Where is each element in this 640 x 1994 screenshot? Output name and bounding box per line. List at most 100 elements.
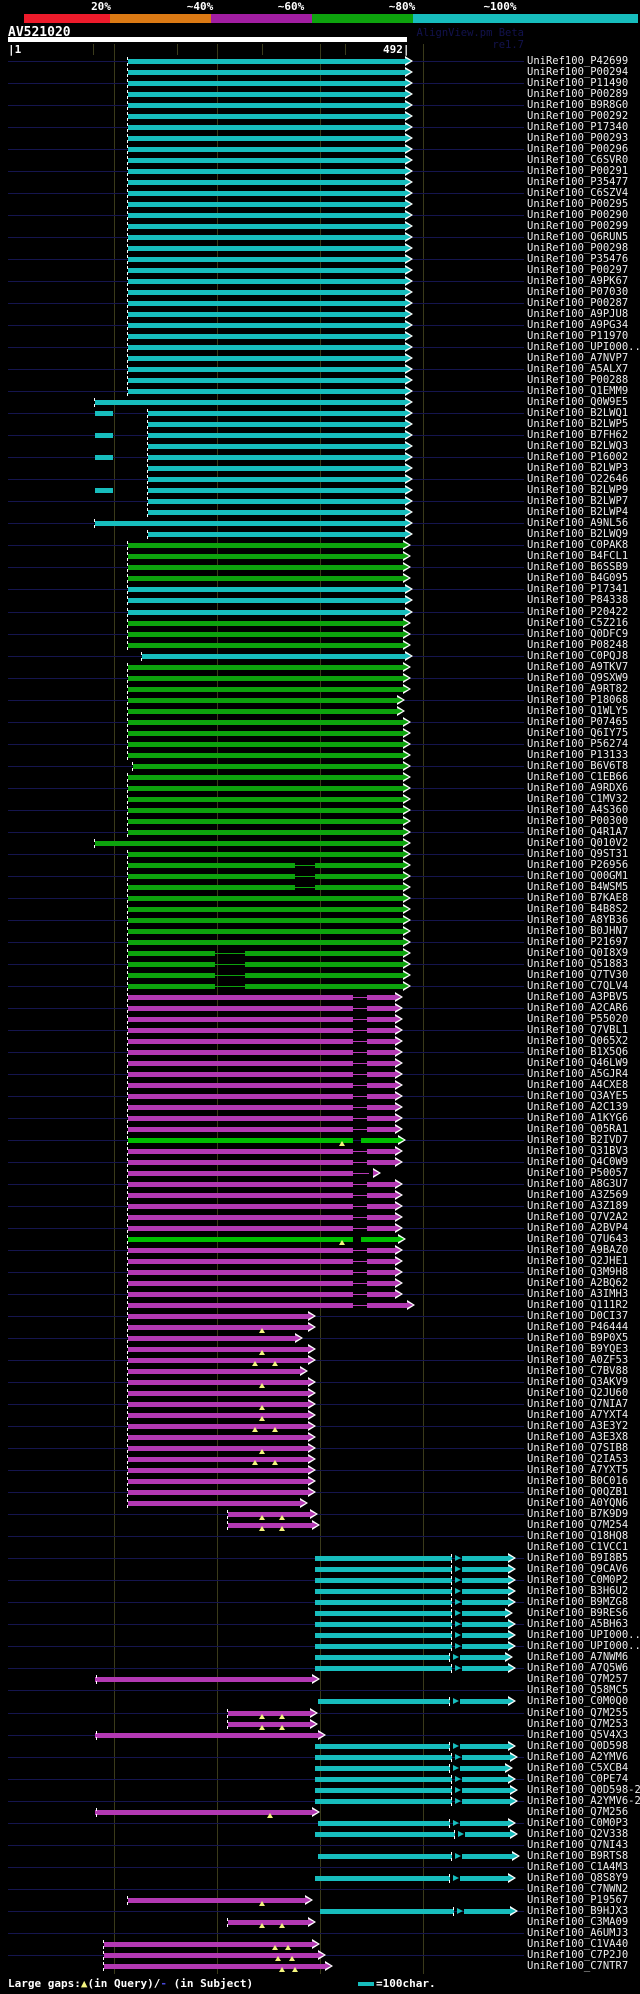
hit-row[interactable]: UniRef100_P00296 (0, 144, 640, 155)
hit-row[interactable]: UniRef100_P18068 (0, 695, 640, 706)
hit-label[interactable]: UniRef100_Q9CAV6 (527, 1563, 629, 1575)
hit-row[interactable]: UniRef100_A9PK67 (0, 276, 640, 287)
hit-label[interactable]: UniRef100_A4S360 (527, 804, 629, 816)
hit-label[interactable]: UniRef100_B6V6T8 (527, 760, 629, 772)
hit-label[interactable]: UniRef100_P17340 (527, 121, 629, 133)
hit-label[interactable]: UniRef100_Q7M253 (527, 1718, 629, 1730)
hit-label[interactable]: UniRef100_P11490 (527, 77, 629, 89)
hit-label[interactable]: UniRef100_Q7M255 (527, 1707, 629, 1719)
hit-label[interactable]: UniRef100_P56274 (527, 738, 629, 750)
hit-label[interactable]: UniRef100_B2LWP9 (527, 484, 629, 496)
hit-label[interactable]: UniRef100_D0CI37 (527, 1310, 629, 1322)
hit-row[interactable]: UniRef100_Q1EMM9 (0, 386, 640, 397)
hit-row[interactable]: UniRef100_P00294 (0, 67, 640, 78)
hit-label[interactable]: UniRef100_Q0W9E5 (527, 396, 629, 408)
hit-label[interactable]: UniRef100_B4B8S2 (527, 903, 629, 915)
hit-row[interactable]: UniRef100_P42699 (0, 56, 640, 67)
hit-row[interactable]: UniRef100_UPI000.. (0, 1641, 640, 1652)
hit-row[interactable]: UniRef100_A2BQ62 (0, 1278, 640, 1289)
hit-row[interactable]: UniRef100_Q0I8X9 (0, 948, 640, 959)
hit-label[interactable]: UniRef100_Q0D598 (527, 1740, 629, 1752)
hit-row[interactable]: UniRef100_P11970 (0, 331, 640, 342)
hit-row[interactable]: UniRef100_P00293 (0, 133, 640, 144)
hit-label[interactable]: UniRef100_B0C016 (527, 1475, 629, 1487)
hit-row[interactable]: UniRef100_Q7NIA7 (0, 1399, 640, 1410)
hit-row[interactable]: UniRef100_B9YQE3 (0, 1344, 640, 1355)
hit-label[interactable]: UniRef100_C7P2J0 (527, 1949, 629, 1961)
hit-label[interactable]: UniRef100_B2LWQ3 (527, 440, 629, 452)
hit-row[interactable]: UniRef100_P00290 (0, 210, 640, 221)
hit-label[interactable]: UniRef100_A9PG34 (527, 319, 629, 331)
hit-row[interactable]: UniRef100_A7YXT5 (0, 1465, 640, 1476)
hit-label[interactable]: UniRef100_Q010V2 (527, 837, 629, 849)
hit-label[interactable]: UniRef100_Q1WLY5 (527, 705, 629, 717)
hit-label[interactable]: UniRef100_B2LWP5 (527, 418, 629, 430)
hit-row[interactable]: UniRef100_A7YXT4 (0, 1410, 640, 1421)
hit-label[interactable]: UniRef100_P35476 (527, 253, 629, 265)
hit-row[interactable]: UniRef100_Q2V338 (0, 1829, 640, 1840)
hit-label[interactable]: UniRef100_B7K9D9 (527, 1508, 629, 1520)
hit-row[interactable]: UniRef100_B2LWP9 (0, 485, 640, 496)
hit-label[interactable]: UniRef100_C0PQJ8 (527, 650, 629, 662)
hit-label[interactable]: UniRef100_A3E3Y2 (527, 1420, 629, 1432)
hit-row[interactable]: UniRef100_Q7M254 (0, 1520, 640, 1531)
hit-row[interactable]: UniRef100_P35476 (0, 254, 640, 265)
hit-row[interactable]: UniRef100_B9MZG8 (0, 1597, 640, 1608)
hit-row[interactable]: UniRef100_A0ZF53 (0, 1355, 640, 1366)
hit-label[interactable]: UniRef100_A7YXT4 (527, 1409, 629, 1421)
hit-label[interactable]: UniRef100_P00300 (527, 815, 629, 827)
hit-label[interactable]: UniRef100_P17341 (527, 583, 629, 595)
hit-label[interactable]: UniRef100_A2C139 (527, 1101, 629, 1113)
hit-label[interactable]: UniRef100_Q9SXW9 (527, 672, 629, 684)
hit-label[interactable]: UniRef100_Q05RA1 (527, 1123, 629, 1135)
hit-row[interactable]: UniRef100_P50057 (0, 1168, 640, 1179)
hit-row[interactable]: UniRef100_B7K9D9 (0, 1509, 640, 1520)
hit-row[interactable]: UniRef100_A9BAZ0 (0, 1245, 640, 1256)
hit-label[interactable]: UniRef100_A7YXT5 (527, 1464, 629, 1476)
hit-row[interactable]: UniRef100_A3Z189 (0, 1201, 640, 1212)
hit-row[interactable]: UniRef100_A7NWM6 (0, 1652, 640, 1663)
hit-label[interactable]: UniRef100_C0PAK8 (527, 539, 629, 551)
hit-row[interactable]: UniRef100_C0M0P2 (0, 1575, 640, 1586)
hit-label[interactable]: UniRef100_Q111R2 (527, 1299, 629, 1311)
hit-label[interactable]: UniRef100_P07465 (527, 716, 629, 728)
hit-row[interactable]: UniRef100_P00288 (0, 375, 640, 386)
hit-label[interactable]: UniRef100_A9TKV7 (527, 661, 629, 673)
hit-label[interactable]: UniRef100_B2LWP3 (527, 462, 629, 474)
hit-row[interactable]: UniRef100_C0M0Q0 (0, 1696, 640, 1707)
hit-label[interactable]: UniRef100_B9MZG8 (527, 1596, 629, 1608)
hit-label[interactable]: UniRef100_A8G3U7 (527, 1178, 629, 1190)
hit-label[interactable]: UniRef100_UPI000.. (527, 1640, 640, 1652)
hit-row[interactable]: UniRef100_C0PQJ8 (0, 651, 640, 662)
hit-row[interactable]: UniRef100_A3E3Y2 (0, 1421, 640, 1432)
hit-label[interactable]: UniRef100_A2BQ62 (527, 1277, 629, 1289)
hit-row[interactable]: UniRef100_B0JHN7 (0, 926, 640, 937)
hit-row[interactable]: UniRef100_Q9ST31 (0, 849, 640, 860)
hit-row[interactable]: UniRef100_B9P0X5 (0, 1333, 640, 1344)
hit-label[interactable]: UniRef100_A9BAZ0 (527, 1244, 629, 1256)
hit-label[interactable]: UniRef100_P00297 (527, 264, 629, 276)
hit-row[interactable]: UniRef100_A9TKV7 (0, 662, 640, 673)
hit-row[interactable]: UniRef100_C1VA40 (0, 1939, 640, 1950)
hit-row[interactable]: UniRef100_Q9CAV6 (0, 1564, 640, 1575)
hit-label[interactable]: UniRef100_B2LWP4 (527, 506, 629, 518)
hit-row[interactable]: UniRef100_P00295 (0, 199, 640, 210)
hit-row[interactable]: UniRef100_Q05RA1 (0, 1124, 640, 1135)
hit-label[interactable]: UniRef100_Q31BV3 (527, 1145, 629, 1157)
hit-label[interactable]: UniRef100_A2BVP4 (527, 1222, 629, 1234)
hit-row[interactable]: UniRef100_A7Q5W6 (0, 1663, 640, 1674)
hit-label[interactable]: UniRef100_P16002 (527, 451, 629, 463)
hit-label[interactable]: UniRef100_A4CXE8 (527, 1079, 629, 1091)
hit-row[interactable]: UniRef100_B2LWQ9 (0, 529, 640, 540)
hit-row[interactable]: UniRef100_P13133 (0, 750, 640, 761)
hit-row[interactable]: UniRef100_B4G095 (0, 573, 640, 584)
hit-row[interactable]: UniRef100_Q0D598-2 (0, 1785, 640, 1796)
hit-row[interactable]: UniRef100_P84338 (0, 595, 640, 606)
hit-label[interactable]: UniRef100_Q4C0W9 (527, 1156, 629, 1168)
hit-row[interactable]: UniRef100_P11490 (0, 78, 640, 89)
hit-row[interactable]: UniRef100_Q7U643 (0, 1234, 640, 1245)
hit-label[interactable]: UniRef100_C0M0Q0 (527, 1695, 629, 1707)
hit-row[interactable]: UniRef100_B6SSB9 (0, 562, 640, 573)
hit-row[interactable]: UniRef100_Q51883 (0, 959, 640, 970)
hit-row[interactable]: UniRef100_P00292 (0, 111, 640, 122)
